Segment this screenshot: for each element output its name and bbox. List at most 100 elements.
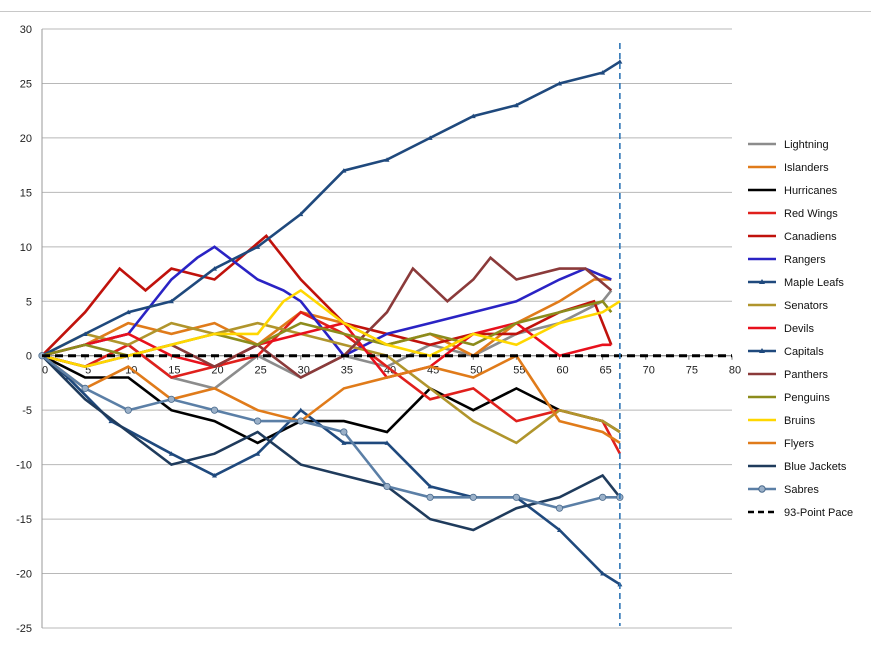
series-line-hurricanes [41,354,621,445]
legend-item: Capitals [748,346,824,358]
legend-label: Devils [784,323,814,335]
series-lines [38,59,732,587]
data-point [557,80,562,86]
data-point [600,70,606,75]
legend-marker [759,348,765,353]
x-tick-label: 75 [686,365,698,377]
legend-item: Flyers [748,438,814,450]
data-point [341,440,347,445]
y-tick-label: -10 [16,460,32,472]
legend-marker [758,485,766,493]
data-point [469,493,477,501]
data-point [341,168,347,173]
legend: Lightning Islanders Hurricanes Red Wings Can… [748,139,853,519]
series-line-senators [41,321,621,445]
legend-label: Lightning [784,139,829,151]
data-point [384,157,390,162]
x-tick-label: 55 [513,365,525,377]
legend-item: Panthers [748,369,829,381]
x-tick-label: 35 [341,365,353,377]
data-point [254,417,262,425]
y-tick-label: 20 [20,133,32,145]
data-point [65,375,71,380]
x-tick-label: 5 [85,365,91,377]
data-point [513,102,519,108]
data-point [470,113,476,119]
y-tick-label: 10 [20,242,32,254]
legend-item: Maple Leafs [748,277,844,289]
y-tick-label: 15 [20,187,32,199]
x-tick-label: 65 [600,365,612,377]
legend-label: Flyers [784,438,814,450]
legend-label: Bruins [784,415,816,427]
x-tick-label: 80 [729,365,741,377]
data-point [298,407,304,413]
data-point [81,384,89,392]
legend-item: Blue Jackets [748,461,847,473]
x-tick-label: 70 [643,365,655,377]
y-tick-label: 5 [26,296,32,308]
legend-label: Red Wings [784,208,838,220]
series-line-bruins [41,288,621,368]
legend-item: Hurricanes [748,185,838,197]
data-point [255,244,261,249]
legend-label: Maple Leafs [784,277,844,289]
legend-item: Senators [748,300,829,312]
series-line-canadiens [41,234,613,357]
series-line-blue-jackets [41,354,621,532]
data-point [384,440,390,445]
legend-label: Islanders [784,162,829,174]
legend-label: Hurricanes [784,185,838,197]
x-tick-label: 15 [168,365,180,377]
y-tick-label: 0 [26,351,32,363]
x-tick-label: 25 [255,365,267,377]
legend-item: Red Wings [748,208,838,220]
data-point [383,482,391,491]
legend-item: Rangers [748,254,826,266]
y-tick-label: 25 [20,78,32,90]
series-line-maple-leafs [41,354,621,586]
legend-item: Penguins [748,392,830,404]
data-point [600,571,606,576]
legend-item: Canadiens [748,231,837,243]
legend-item: 93-Point Pace [748,507,853,519]
y-tick-label: -20 [16,569,32,581]
data-point [108,418,114,424]
data-point [298,211,304,217]
legend-item: Sabres [748,484,819,496]
data-point [212,473,217,478]
series-line-rangers [41,245,612,358]
y-tick-label: -15 [16,514,32,526]
top-divider [0,11,871,12]
legend-item: Lightning [748,139,829,151]
legend-label: Penguins [784,392,830,404]
data-point [168,451,174,456]
data-point [255,451,261,456]
legend-label: Capitals [784,346,824,358]
gridlines [41,28,732,629]
legend-label: Blue Jackets [784,461,847,473]
data-point [557,527,562,532]
data-point [617,59,623,64]
data-point [125,309,131,315]
x-tick-label: 0 [42,365,48,377]
y-tick-label: -25 [16,623,32,635]
data-point [168,298,174,304]
legend-item: Devils [748,323,814,335]
legend-label: Sabres [784,484,819,496]
data-point [426,493,434,501]
data-point [82,331,88,336]
data-point [555,504,564,512]
legend-label: Panthers [784,369,829,381]
legend-label: Senators [784,300,829,312]
data-point [124,406,132,414]
y-axis-ticks: 30 25 20 15 10 5 0 -5 -10 -15 -20 -25 [16,24,32,635]
legend-item: Islanders [748,162,829,174]
x-tick-label: 60 [556,365,568,377]
legend-label: Rangers [784,254,826,266]
legend-label: 93-Point Pace [784,507,853,519]
data-point [427,483,433,489]
legend-label: Canadiens [784,231,837,243]
